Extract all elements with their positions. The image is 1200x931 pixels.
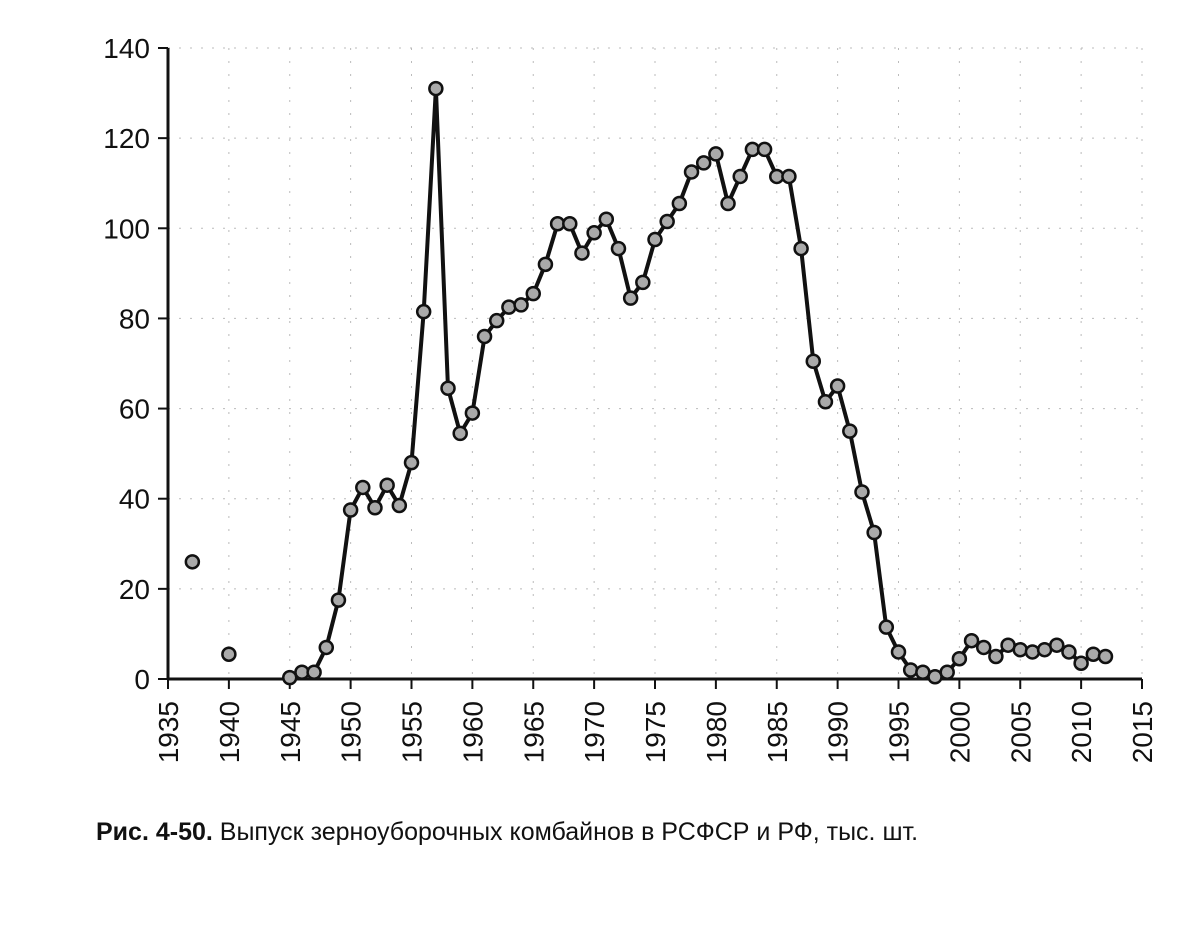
data-point: [683, 164, 700, 180]
data-point: [793, 240, 809, 257]
x-tick-label: 2010: [1066, 701, 1097, 763]
y-tick-label: 0: [134, 664, 150, 695]
data-point: [525, 285, 541, 302]
data-point: [586, 225, 602, 241]
data-point: [720, 195, 736, 212]
gridlines: [168, 47, 1143, 679]
data-point: [355, 479, 371, 496]
axes: [166, 48, 1142, 681]
x-tick-label: 1935: [153, 701, 184, 763]
data-point: [342, 502, 359, 518]
data-point: [671, 195, 688, 212]
data-point: [635, 274, 651, 291]
y-axis-ticks: 0 20 40 60 80 100 120 140: [103, 33, 168, 695]
data-point: [464, 405, 481, 421]
x-tick-label: 1955: [397, 701, 428, 763]
y-tick-label: 60: [119, 394, 150, 425]
data-point: [574, 245, 590, 261]
data-point: [1061, 644, 1077, 660]
data-point: [756, 141, 773, 158]
data-points: [184, 80, 1114, 686]
data-point: [1097, 648, 1114, 665]
data-point: [1012, 641, 1028, 658]
data-point: [988, 648, 1004, 665]
figure-caption-text: Выпуск зерноуборочных комбайнов в РСФСР …: [219, 818, 919, 846]
data-point: [501, 299, 517, 315]
data-point: [367, 499, 383, 516]
x-axis-ticks: 1935 1940 1945 1950 1955 1960 1965 1970 1975 1980…: [153, 679, 1158, 763]
data-point: [659, 213, 675, 230]
data-point: [513, 297, 529, 313]
data-point: [647, 231, 663, 248]
x-tick-label: 1995: [884, 701, 915, 763]
data-point: [318, 639, 335, 656]
data-point: [732, 168, 748, 185]
data-point: [488, 312, 505, 329]
data-point: [415, 303, 432, 320]
data-point: [391, 497, 408, 514]
data-point: [476, 328, 493, 345]
x-tick-label: 1960: [457, 701, 488, 763]
figure-number: Рис. 4-50.: [96, 818, 213, 846]
x-tick-label: 1965: [518, 701, 549, 763]
figure-caption: Рис. 4-50. Выпуск зерноуборочных комбайн…: [96, 818, 918, 847]
data-point: [854, 484, 870, 500]
x-tick-label: 1980: [701, 701, 732, 763]
data-point: [805, 353, 822, 369]
data-point: [829, 378, 846, 394]
data-point: [1073, 655, 1089, 671]
y-tick-label: 20: [119, 574, 150, 605]
data-point: [939, 664, 955, 680]
data-point: [598, 211, 615, 228]
y-tick-label: 120: [103, 123, 150, 154]
data-point: [379, 477, 395, 493]
data-point: [708, 146, 724, 162]
x-tick-label: 2005: [1005, 701, 1036, 763]
data-point: [282, 669, 298, 686]
data-point: [428, 80, 444, 97]
data-point: [440, 380, 456, 397]
data-point: [890, 644, 907, 660]
data-point: [951, 650, 968, 667]
data-point: [878, 619, 895, 635]
data-point: [537, 256, 554, 273]
x-tick-label: 1985: [762, 701, 793, 763]
x-tick-label: 2015: [1127, 701, 1158, 763]
isolated-data-point: [221, 646, 237, 662]
data-point: [306, 664, 322, 680]
isolated-data-point: [184, 554, 201, 570]
x-tick-label: 1940: [214, 701, 245, 763]
data-point: [1085, 646, 1102, 662]
data-point: [562, 216, 578, 232]
x-tick-label: 1990: [823, 701, 854, 763]
x-tick-label: 1975: [640, 701, 671, 763]
data-point: [866, 524, 882, 541]
data-point: [817, 394, 834, 410]
data-point: [1024, 644, 1041, 660]
y-tick-label: 100: [103, 213, 150, 244]
data-point: [695, 155, 712, 171]
y-tick-label: 80: [119, 303, 150, 334]
x-tick-label: 1970: [579, 701, 610, 763]
y-tick-label: 40: [119, 484, 150, 515]
data-point: [781, 168, 797, 185]
data-point: [330, 592, 347, 608]
data-point: [963, 632, 980, 649]
data-point: [842, 423, 858, 439]
data-point: [622, 290, 639, 306]
x-tick-label: 1945: [275, 701, 306, 763]
data-point: [975, 639, 992, 656]
x-tick-label: 2000: [944, 701, 975, 763]
data-point: [403, 454, 420, 471]
data-point: [1049, 637, 1065, 653]
data-point: [902, 662, 919, 678]
data-point: [452, 425, 468, 442]
x-tick-label: 1950: [336, 701, 367, 763]
data-point: [610, 240, 627, 257]
y-tick-label: 140: [103, 33, 150, 64]
